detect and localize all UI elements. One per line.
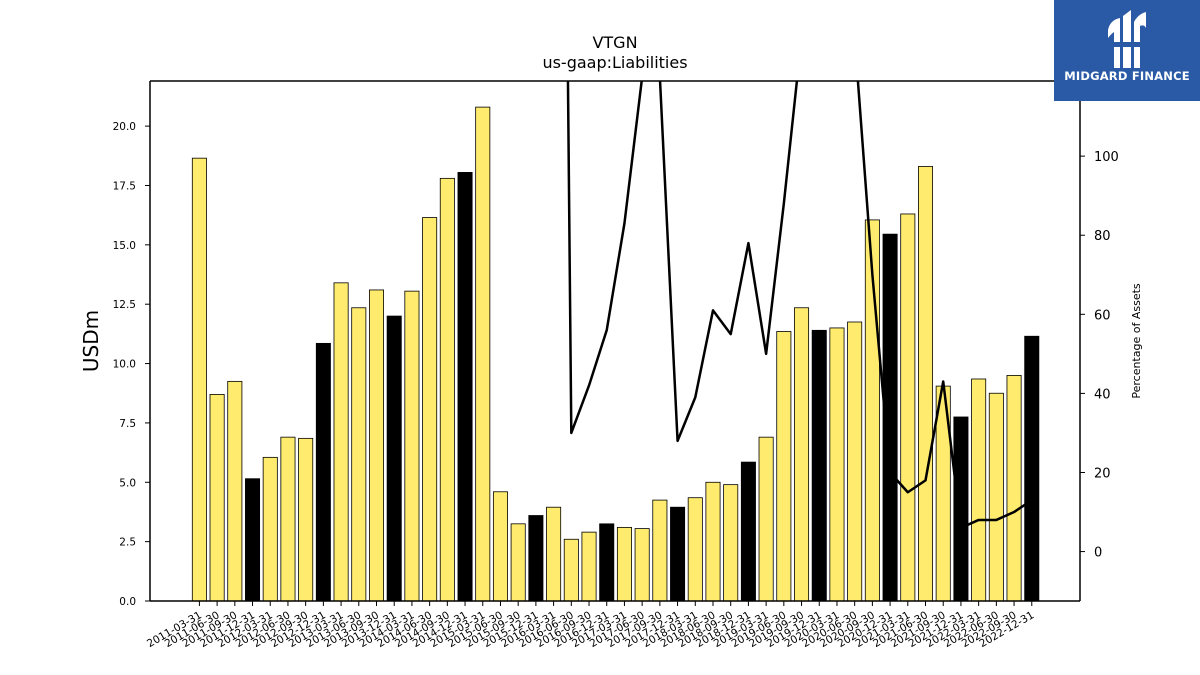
logo-text: MIDGARD FINANCE <box>1064 69 1190 83</box>
y-axis-label: USDm <box>79 310 103 372</box>
bar-2015-03-31 <box>475 106 491 602</box>
y2-tick-label: 100 <box>1094 150 1119 165</box>
y-tick-label: 7.5 <box>119 418 136 430</box>
y-tick-label: 20.0 <box>113 121 136 133</box>
bar-2016-12-31 <box>599 523 615 602</box>
bar-2017-09-30 <box>652 499 668 602</box>
ticks-layer: 0.0 2.5 5.0 7.5 10.0 12.5 15.0 17.5 20.0 0 20 40 60 8… <box>113 121 1119 650</box>
chart-subtitle: us-gaap:Liabilities <box>542 53 687 72</box>
bar-2017-03-31 <box>616 526 632 602</box>
bar-2013-09-30 <box>368 289 384 602</box>
line-layer <box>566 81 1033 530</box>
y-tick-label: 2.5 <box>119 537 136 549</box>
bar-2018-12-31 <box>740 461 756 602</box>
bar-2011-09-30 <box>227 380 243 602</box>
bar-2021-12-31 <box>953 416 969 602</box>
bar-2016-03-31 <box>546 506 562 602</box>
midgard-finance-logo: MIDGARD FINANCE <box>1054 0 1200 101</box>
bar-2014-12-31 <box>457 172 473 602</box>
bar-2022-12-31 <box>1024 335 1040 602</box>
y2-tick-label: 20 <box>1094 466 1111 481</box>
bar-2014-06-30 <box>422 217 438 602</box>
bar-2013-12-31 <box>386 315 402 602</box>
bar-2021-03-31 <box>900 213 916 602</box>
bar-2018-09-30 <box>723 484 739 602</box>
bar-2015-09-30 <box>510 523 526 602</box>
bar-2016-09-30 <box>581 531 597 602</box>
bar-2018-03-31 <box>687 497 703 602</box>
bar-2022-03-31 <box>971 378 987 602</box>
y2-tick-label: 40 <box>1094 387 1111 402</box>
y2-tick-label: 80 <box>1094 229 1111 244</box>
y2-tick-label: 0 <box>1094 546 1102 561</box>
bar-2011-03-31 <box>191 157 207 602</box>
bar-2012-03-31 <box>262 456 278 602</box>
bar-2017-06-30 <box>634 528 650 602</box>
bar-2013-06-30 <box>351 307 367 602</box>
y-tick-label: 5.0 <box>119 477 136 489</box>
bar-2015-12-31 <box>528 515 544 602</box>
bar-2014-09-30 <box>439 177 455 602</box>
y-tick-label: 17.5 <box>113 180 136 192</box>
bar-2013-03-31 <box>333 282 349 602</box>
bar-2022-09-30 <box>1006 375 1022 602</box>
y2-tick-label: 60 <box>1094 308 1111 323</box>
axes-layer <box>149 80 1081 602</box>
y-tick-label: 15.0 <box>113 240 136 252</box>
bar-2014-03-31 <box>404 290 420 602</box>
bar-2015-06-30 <box>492 491 508 602</box>
bar-2019-03-31 <box>758 436 774 602</box>
bar-2019-12-31 <box>811 329 827 602</box>
bar-2018-06-30 <box>705 481 721 602</box>
y-tick-label: 12.5 <box>113 299 136 311</box>
bar-2019-06-30 <box>776 331 792 602</box>
bar-2020-03-31 <box>829 327 845 602</box>
bars-layer <box>191 106 1040 602</box>
y-tick-label: 10.0 <box>113 359 136 371</box>
bar-2012-12-31 <box>315 342 331 602</box>
bar-2012-09-30 <box>298 437 314 602</box>
bar-2011-12-31 <box>245 478 261 602</box>
y2-axis-label: Percentage of Assets <box>1130 283 1143 399</box>
bar-2011-06-30 <box>209 394 225 602</box>
bar-2017-12-31 <box>670 506 686 602</box>
bar-2022-06-30 <box>988 392 1004 602</box>
bar-2020-06-30 <box>847 321 863 602</box>
bar-2016-06-30 <box>563 538 579 602</box>
bar-2019-09-30 <box>794 307 810 602</box>
bar-2012-06-30 <box>280 436 296 602</box>
midgard-finance-logo-icon <box>1108 10 1146 68</box>
bar-2021-06-30 <box>918 166 934 602</box>
percentage-of-assets-line <box>566 81 1033 530</box>
chart-title: VTGN <box>592 33 637 52</box>
y-tick-label: 0.0 <box>119 596 136 608</box>
